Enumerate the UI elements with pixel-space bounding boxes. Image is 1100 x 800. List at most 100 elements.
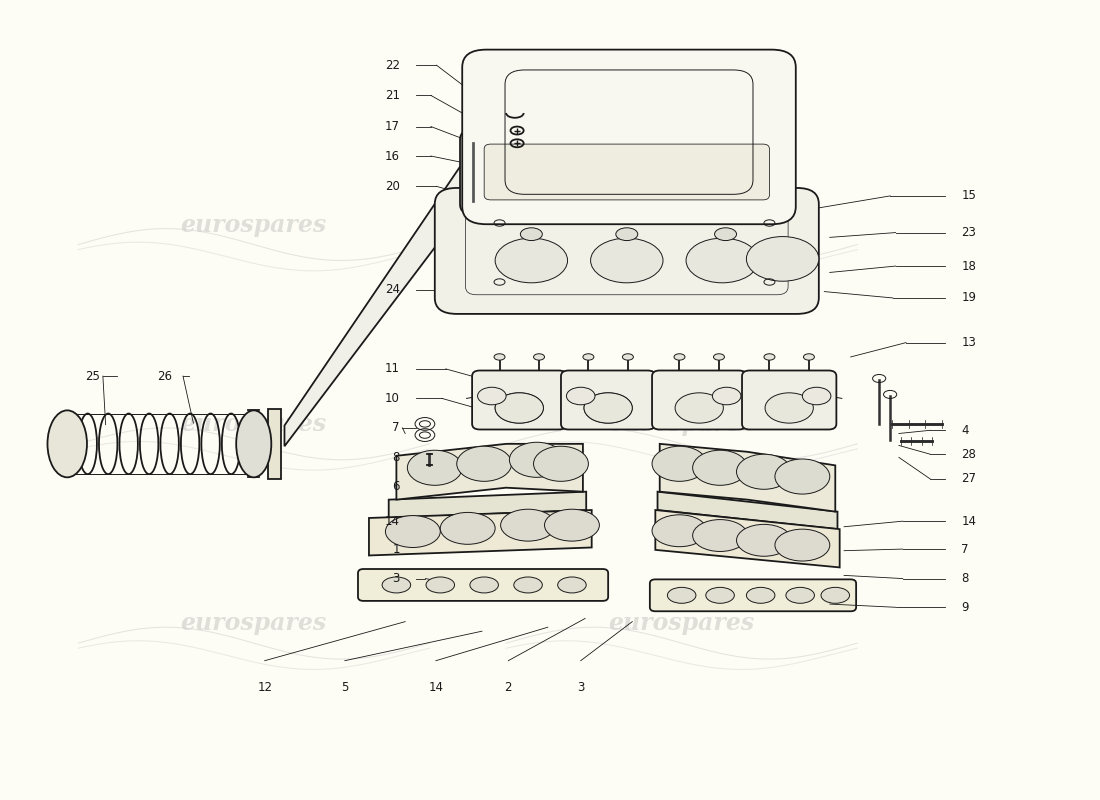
- Text: 14: 14: [385, 514, 399, 528]
- Polygon shape: [268, 409, 282, 479]
- Text: 13: 13: [961, 336, 977, 349]
- Ellipse shape: [764, 354, 774, 360]
- Ellipse shape: [426, 577, 454, 593]
- Text: 26: 26: [157, 370, 173, 382]
- Ellipse shape: [382, 577, 410, 593]
- Ellipse shape: [477, 387, 506, 405]
- Text: 3: 3: [393, 572, 399, 585]
- Polygon shape: [660, 444, 835, 512]
- Text: 8: 8: [961, 572, 969, 585]
- Ellipse shape: [440, 513, 495, 544]
- Ellipse shape: [495, 393, 543, 423]
- Ellipse shape: [706, 587, 735, 603]
- Text: 14: 14: [961, 514, 977, 528]
- Ellipse shape: [802, 387, 830, 405]
- Ellipse shape: [737, 454, 791, 490]
- Polygon shape: [656, 510, 839, 567]
- Text: eurospares: eurospares: [608, 412, 755, 436]
- Text: 27: 27: [961, 473, 977, 486]
- Text: 18: 18: [961, 259, 977, 273]
- Text: 7: 7: [961, 542, 969, 555]
- Ellipse shape: [623, 354, 634, 360]
- Text: eurospares: eurospares: [180, 412, 327, 436]
- Text: 8: 8: [393, 451, 399, 464]
- Text: 2: 2: [505, 681, 513, 694]
- Text: 22: 22: [385, 58, 399, 72]
- Ellipse shape: [713, 387, 741, 405]
- Polygon shape: [368, 510, 592, 555]
- Ellipse shape: [534, 446, 588, 482]
- Ellipse shape: [774, 459, 829, 494]
- Text: 14: 14: [428, 681, 443, 694]
- Ellipse shape: [407, 450, 462, 486]
- FancyBboxPatch shape: [484, 144, 769, 200]
- Ellipse shape: [652, 446, 707, 482]
- Ellipse shape: [652, 515, 707, 546]
- Ellipse shape: [591, 238, 663, 283]
- Text: 23: 23: [961, 226, 977, 239]
- Ellipse shape: [558, 577, 586, 593]
- Ellipse shape: [566, 387, 595, 405]
- FancyBboxPatch shape: [650, 579, 856, 611]
- Text: 10: 10: [385, 392, 399, 405]
- Ellipse shape: [544, 510, 600, 541]
- Ellipse shape: [236, 410, 272, 478]
- Ellipse shape: [675, 393, 724, 423]
- Text: 19: 19: [961, 291, 977, 305]
- Ellipse shape: [47, 410, 87, 478]
- FancyBboxPatch shape: [434, 188, 818, 314]
- Polygon shape: [285, 147, 473, 446]
- Text: 5: 5: [341, 681, 349, 694]
- Ellipse shape: [583, 354, 594, 360]
- Ellipse shape: [803, 354, 814, 360]
- Ellipse shape: [737, 524, 791, 556]
- Ellipse shape: [584, 393, 632, 423]
- Text: 1: 1: [393, 542, 399, 555]
- Ellipse shape: [821, 587, 849, 603]
- Ellipse shape: [747, 237, 818, 282]
- Ellipse shape: [668, 587, 696, 603]
- FancyBboxPatch shape: [462, 50, 795, 224]
- Text: 24: 24: [385, 283, 399, 297]
- Text: 17: 17: [385, 120, 399, 133]
- Ellipse shape: [774, 529, 829, 561]
- Ellipse shape: [514, 577, 542, 593]
- Text: 20: 20: [385, 180, 399, 193]
- Ellipse shape: [509, 442, 564, 478]
- FancyBboxPatch shape: [652, 370, 747, 430]
- Text: 12: 12: [257, 681, 272, 694]
- Text: eurospares: eurospares: [608, 213, 755, 237]
- Ellipse shape: [686, 238, 759, 283]
- FancyBboxPatch shape: [561, 370, 656, 430]
- FancyBboxPatch shape: [460, 130, 793, 214]
- Ellipse shape: [785, 587, 814, 603]
- Ellipse shape: [715, 228, 737, 241]
- Text: 11: 11: [385, 362, 399, 375]
- Text: 7: 7: [393, 422, 399, 434]
- Polygon shape: [388, 492, 586, 518]
- Ellipse shape: [495, 393, 543, 423]
- Text: eurospares: eurospares: [608, 611, 755, 635]
- Ellipse shape: [693, 519, 748, 551]
- Text: 15: 15: [961, 190, 977, 202]
- Ellipse shape: [470, 577, 498, 593]
- Text: eurospares: eurospares: [180, 213, 327, 237]
- FancyBboxPatch shape: [742, 370, 836, 430]
- Text: 9: 9: [961, 601, 969, 614]
- Text: 3: 3: [578, 681, 584, 694]
- Ellipse shape: [714, 354, 725, 360]
- FancyBboxPatch shape: [472, 370, 566, 430]
- Text: 4: 4: [961, 424, 969, 437]
- Text: 16: 16: [385, 150, 399, 162]
- Ellipse shape: [693, 450, 748, 486]
- Ellipse shape: [766, 393, 813, 423]
- Ellipse shape: [747, 587, 774, 603]
- Ellipse shape: [616, 228, 638, 241]
- Ellipse shape: [494, 354, 505, 360]
- Ellipse shape: [500, 510, 556, 541]
- Text: 25: 25: [86, 370, 100, 382]
- Ellipse shape: [534, 354, 544, 360]
- Text: 28: 28: [961, 448, 977, 461]
- Ellipse shape: [674, 354, 685, 360]
- Ellipse shape: [584, 393, 632, 423]
